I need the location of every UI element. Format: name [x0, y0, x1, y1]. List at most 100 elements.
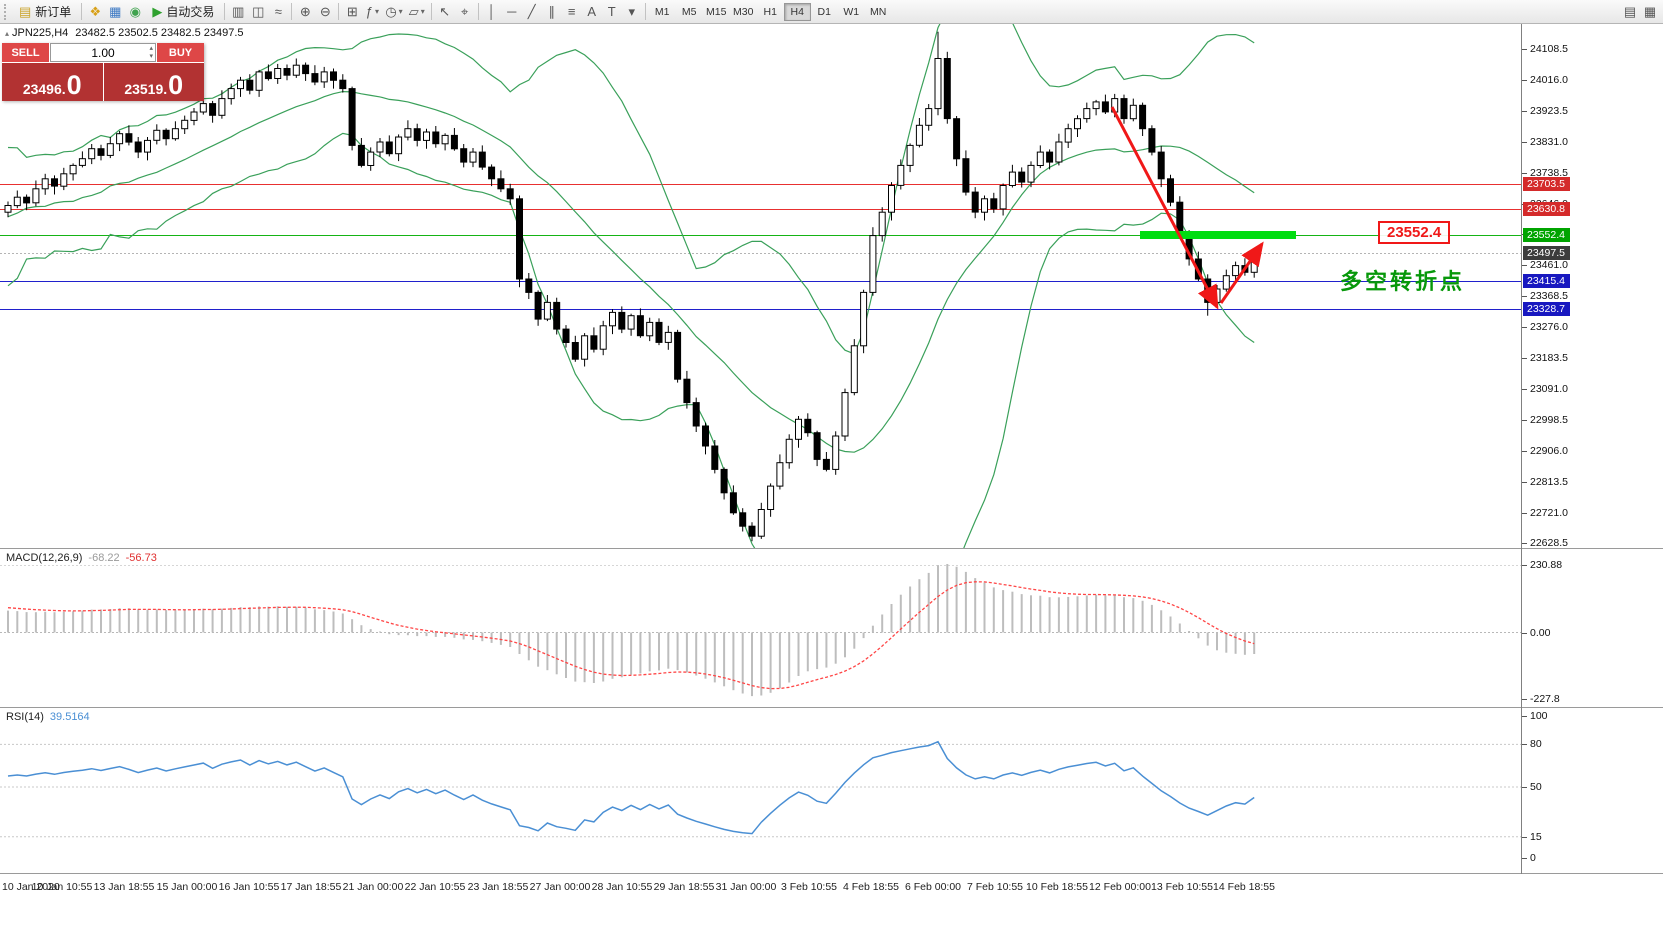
template-icon[interactable]: ▱ ▾ [406, 2, 428, 22]
rsi-canvas[interactable] [0, 708, 1521, 873]
horizontal-level-lines[interactable] [0, 184, 1521, 310]
chevron-down-icon: ▾ [398, 7, 403, 16]
data-refresh-icon[interactable]: ◉ [125, 2, 145, 22]
time-axis-label: 15 Jan 00:00 [156, 881, 218, 893]
volume-down-icon[interactable]: ▾ [149, 53, 153, 60]
time-axis[interactable]: 10 Jan 2020 10 Jan 10:55 13 Jan 18:55 15 Ja… [0, 873, 1663, 899]
macd-canvas[interactable] [0, 549, 1521, 707]
auto-trading-icon: ▶ [152, 4, 163, 19]
ohlc-label: 23482.5 23502.5 23482.5 23497.5 [75, 27, 244, 39]
sell-price-main: 23496. [22, 80, 66, 97]
candlestick-chart-icon: ◫ [252, 4, 265, 19]
channel-icon[interactable]: ∥ [542, 2, 562, 22]
macd-panel[interactable]: MACD(12,26,9) -68.22 -56.73 [0, 548, 1663, 707]
timeframe-m15-button[interactable]: M15 [705, 5, 727, 18]
timeframe-m1-button[interactable]: M1 [654, 5, 670, 18]
crosshair-icon[interactable]: ⌖ [455, 2, 475, 22]
macd-histogram [7, 564, 1256, 697]
auto-trading-button[interactable]: ▶ 自动交易 [145, 2, 221, 22]
zoom-in-icon: ⊕ [299, 4, 311, 19]
volume-up-icon[interactable]: ▴ [149, 45, 153, 52]
toolbar-separator [430, 3, 432, 20]
toolbar-separator [81, 3, 83, 20]
indicators-icon[interactable]: ƒ ▾ [362, 2, 382, 22]
bar-chart-icon[interactable]: ▥ [228, 2, 248, 22]
candlestick-chart-icon[interactable]: ◫ [248, 2, 268, 22]
label-icon: T [607, 4, 616, 19]
auto-trading-button-label: 自动交易 [166, 5, 215, 19]
toolbar-grip[interactable] [4, 3, 9, 20]
charts-tile-icon: ❖ [89, 4, 102, 19]
label-icon[interactable]: T [602, 2, 622, 22]
zoom-out-icon[interactable]: ⊖ [315, 2, 335, 22]
time-axis-label: 10 Jan 10:55 [31, 881, 93, 893]
macd-title: MACD(12,26,9) [6, 552, 83, 564]
shapes-icon: ▾ [628, 4, 635, 19]
text-icon[interactable]: A [582, 2, 602, 22]
time-axis-label: 10 Feb 18:55 [1026, 881, 1088, 893]
toolbar-separator [644, 3, 646, 20]
zoom-in-icon[interactable]: ⊕ [295, 2, 315, 22]
timeframe-m30-button[interactable]: M30 [732, 5, 754, 18]
timeframe-d1-button[interactable]: D1 [817, 5, 831, 18]
buy-price-big-digit: 0 [168, 70, 184, 101]
volume-value: 1.00 [91, 45, 115, 60]
shapes-icon[interactable]: ▾ [622, 2, 642, 22]
cursor-icon: ↖ [439, 4, 451, 19]
mt4-window: ▤ 新订单 ❖ ▦ ◉ ▶ 自动交易 ▥ ◫ ≈ ⊕ ⊖ ⊞ ƒ ▾ ◷ ▾ ▱ ▾ ↖ ⌖ │ ─ ╱ ∥ ≡ A T ▾ M1 M5 M1… [0, 0, 1663, 899]
timeframe-h1-button[interactable]: H1 [763, 5, 777, 18]
bollinger-middle-band [7, 90, 1255, 453]
charts-tile-icon[interactable]: ❖ [85, 2, 105, 22]
timeframe-h4-button[interactable]: H4 [783, 2, 811, 21]
period-icon[interactable]: ◷ ▾ [382, 2, 405, 22]
line-chart-icon[interactable]: ≈ [268, 2, 288, 22]
buy-price-button[interactable]: 23519. 0 [103, 63, 204, 101]
zoom-out-icon: ⊖ [319, 4, 331, 19]
price-chart-panel[interactable]: ▴ JPN225,H4 23482.5 23502.5 23482.5 23497.… [0, 24, 1663, 548]
toolbar: ▤ 新订单 ❖ ▦ ◉ ▶ 自动交易 ▥ ◫ ≈ ⊕ ⊖ ⊞ ƒ ▾ ◷ ▾ ▱ ▾ ↖ ⌖ │ ─ ╱ ∥ ≡ A T ▾ M1 M5 M1… [0, 0, 1663, 24]
collapse-icon[interactable]: ▴ [5, 29, 10, 38]
timeframe-w1-button[interactable]: W1 [843, 5, 860, 18]
data-window-icon[interactable]: ▦ [1640, 2, 1660, 22]
price-callout[interactable]: 23552.4 [1378, 221, 1451, 244]
buy-button[interactable]: BUY [157, 43, 204, 62]
rsi-panel[interactable]: RSI(14) 39.5164 [0, 707, 1663, 873]
vertical-line-icon[interactable]: │ [482, 2, 502, 22]
channel-icon: ∥ [548, 4, 555, 19]
trendline-icon[interactable]: ╱ [522, 2, 542, 22]
chevron-down-icon: ▾ [420, 7, 425, 16]
macd-main-value: -68.22 [88, 552, 120, 564]
text-icon: A [587, 4, 597, 19]
tile-windows-icon[interactable]: ⊞ [342, 2, 362, 22]
price-chart-canvas[interactable] [0, 24, 1521, 548]
chart-title: ▴ JPN225,H4 23482.5 23502.5 23482.5 23497.… [5, 27, 244, 39]
volume-input[interactable]: 1.00 ▴ ▾ [50, 43, 156, 62]
timeframe-mn-button[interactable]: MN [870, 5, 887, 18]
time-axis-label: 3 Feb 10:55 [780, 881, 838, 893]
time-axis-label: 17 Jan 18:55 [280, 881, 342, 893]
sell-button[interactable]: SELL [2, 43, 49, 62]
time-axis-label: 4 Feb 18:55 [842, 881, 900, 893]
chart-annotations[interactable] [1110, 106, 1296, 310]
rsi-title: RSI(14) [6, 711, 44, 723]
down-arrow[interactable] [1110, 106, 1219, 310]
time-axis-label: 16 Jan 10:55 [218, 881, 280, 893]
new-order-button[interactable]: ▤ 新订单 [12, 2, 78, 22]
up-arrow[interactable] [1219, 241, 1264, 304]
support-highlight-bar[interactable] [1140, 231, 1296, 239]
cursor-icon[interactable]: ↖ [435, 2, 455, 22]
rsi-label: RSI(14) 39.5164 [6, 711, 90, 723]
fibonacci-icon[interactable]: ≡ [562, 2, 582, 22]
print-icon[interactable]: ▤ [1620, 2, 1640, 22]
toolbar-separator [338, 3, 340, 20]
fibonacci-icon: ≡ [567, 4, 576, 19]
turning-point-label[interactable]: 多空转折点 [1340, 269, 1466, 294]
timeframe-m5-button[interactable]: M5 [681, 5, 697, 18]
time-axis-label: 23 Jan 18:55 [467, 881, 529, 893]
horizontal-line-icon[interactable]: ─ [502, 2, 522, 22]
time-axis-label: 28 Jan 10:55 [591, 881, 653, 893]
macd-label: MACD(12,26,9) -68.22 -56.73 [6, 552, 157, 564]
new-order-button-label: 新订单 [35, 5, 72, 19]
profiles-icon[interactable]: ▦ [105, 2, 125, 22]
sell-price-button[interactable]: 23496. 0 [2, 63, 103, 101]
